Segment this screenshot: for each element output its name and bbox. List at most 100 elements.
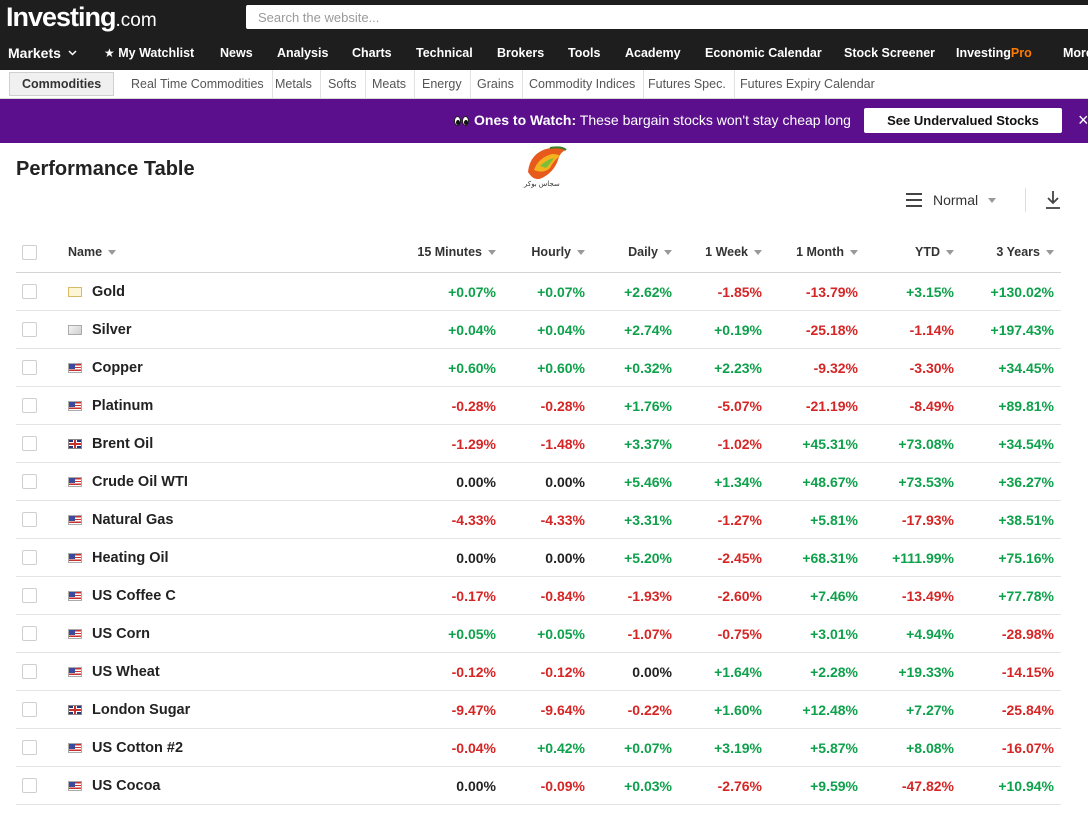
cell-ytd: -13.49% — [901, 587, 954, 604]
cell-15-minutes: +0.60% — [448, 359, 496, 376]
site-logo[interactable]: Investing.com — [6, 2, 157, 33]
row-checkbox[interactable] — [22, 436, 37, 451]
commodity-name-link[interactable]: Platinum — [92, 397, 154, 414]
nav-tools[interactable]: Tools — [568, 46, 601, 60]
commodity-name-link[interactable]: Copper — [92, 359, 143, 376]
select-all-cell — [22, 232, 42, 272]
header-1-month[interactable]: 1 Month — [762, 232, 858, 272]
commodity-name-link[interactable]: Crude Oil WTI — [92, 473, 188, 490]
header-1-week[interactable]: 1 Week — [672, 232, 762, 272]
cell-1-month: -25.18% — [805, 321, 858, 338]
nav-more[interactable]: More — [1063, 46, 1088, 60]
cell-3-years: +38.51% — [998, 511, 1054, 528]
cell-name: Heating Oil — [68, 539, 368, 576]
nav-charts[interactable]: Charts — [352, 46, 392, 60]
row-checkbox[interactable] — [22, 588, 37, 603]
header-daily[interactable]: Daily — [585, 232, 672, 272]
cell-3-years: -16.07% — [1001, 739, 1054, 756]
row-checkbox[interactable] — [22, 474, 37, 489]
subnav-commodities[interactable]: Commodities — [9, 72, 115, 96]
commodity-name-link[interactable]: US Corn — [92, 625, 150, 642]
header-15-minutes[interactable]: 15 Minutes — [396, 232, 496, 272]
caret-down-icon — [988, 197, 997, 203]
header-hourly[interactable]: Hourly — [496, 232, 585, 272]
subnav-energy[interactable]: Energy — [414, 70, 471, 98]
row-checkbox[interactable] — [22, 702, 37, 717]
table-row: Natural Gas -4.33% -4.33% +3.31% -1.27% +5.81… — [16, 501, 1061, 539]
subnav-real-time[interactable]: Real Time Commodities — [123, 70, 273, 98]
header-3y-label: 3 Years — [996, 245, 1040, 259]
nav-news[interactable]: News — [220, 46, 253, 60]
subnav-indices[interactable]: Commodity Indices — [521, 70, 645, 98]
table-row: US Wheat -0.12% -0.12% 0.00% +1.64% +2.28% +19… — [16, 653, 1061, 691]
row-checkbox[interactable] — [22, 664, 37, 679]
nav-analysis[interactable]: Analysis — [277, 46, 329, 60]
row-select-cell — [22, 691, 42, 728]
sort-icon — [1046, 249, 1054, 255]
search-input[interactable] — [246, 5, 1088, 29]
commodity-name-link[interactable]: London Sugar — [92, 701, 191, 718]
flag-icon — [68, 780, 82, 791]
download-icon[interactable] — [1043, 189, 1063, 211]
banner-lead: Ones to Watch: — [474, 112, 577, 128]
row-checkbox[interactable] — [22, 550, 37, 565]
subnav-softs[interactable]: Softs — [320, 70, 366, 98]
header-week-label: 1 Week — [705, 245, 748, 259]
flag-icon — [68, 286, 82, 297]
row-checkbox[interactable] — [22, 322, 37, 337]
subnav-metals[interactable]: Metals — [267, 70, 321, 98]
commodity-name-link[interactable]: US Cocoa — [92, 777, 161, 794]
nav-watchlist[interactable]: ★ My Watchlist — [104, 46, 194, 60]
subnav-futures-spec[interactable]: Futures Spec. — [640, 70, 735, 98]
cell-ytd: +3.15% — [906, 283, 954, 300]
nav-investing-pro[interactable]: InvestingPro — [956, 46, 1032, 60]
commodity-name-link[interactable]: Silver — [92, 321, 132, 338]
row-checkbox[interactable] — [22, 512, 37, 527]
row-checkbox[interactable] — [22, 626, 37, 641]
row-select-cell — [22, 539, 42, 576]
cell-1-month: -21.19% — [805, 397, 858, 414]
flag-icon — [68, 438, 82, 449]
header-3-years[interactable]: 3 Years — [954, 232, 1054, 272]
row-checkbox[interactable] — [22, 284, 37, 299]
nav-pro-suffix: Pro — [1010, 46, 1032, 60]
subnav-grains[interactable]: Grains — [469, 70, 523, 98]
cell-3-years: +77.78% — [998, 587, 1054, 604]
nav-brokers[interactable]: Brokers — [497, 46, 545, 60]
header-name[interactable]: Name — [68, 232, 368, 272]
commodity-name-link[interactable]: Brent Oil — [92, 435, 154, 452]
cell-1-month: +2.28% — [810, 663, 858, 680]
row-checkbox[interactable] — [22, 360, 37, 375]
commodity-name-link[interactable]: US Cotton #2 — [92, 739, 184, 756]
nav-economic-calendar[interactable]: Economic Calendar — [705, 46, 822, 60]
search-box[interactable] — [246, 5, 1088, 29]
commodity-name-link[interactable]: US Wheat — [92, 663, 160, 680]
flag-icon — [68, 666, 82, 677]
subnav-meats[interactable]: Meats — [364, 70, 416, 98]
view-select[interactable]: Normal — [906, 190, 997, 210]
nav-academy[interactable]: Academy — [625, 46, 681, 60]
row-checkbox[interactable] — [22, 398, 37, 413]
subnav-futures-expiry[interactable]: Futures Expiry Calendar — [740, 77, 875, 91]
cell-hourly: -0.28% — [540, 397, 585, 414]
banner-text: These bargain stocks won't stay cheap lo… — [576, 112, 851, 128]
cell-hourly: -1.48% — [540, 435, 585, 452]
commodity-name-link[interactable]: US Coffee C — [92, 587, 176, 604]
row-checkbox[interactable] — [22, 740, 37, 755]
header-hourly-label: Hourly — [531, 245, 571, 259]
commodity-name-link[interactable]: Natural Gas — [92, 511, 174, 528]
logo-suffix: .com — [115, 10, 157, 31]
row-checkbox[interactable] — [22, 778, 37, 793]
select-all-checkbox[interactable] — [22, 244, 37, 260]
commodity-name-link[interactable]: Gold — [92, 283, 126, 300]
nav-markets[interactable]: Markets — [8, 45, 77, 61]
nav-stock-screener[interactable]: Stock Screener — [844, 46, 936, 60]
header-ytd[interactable]: YTD — [858, 232, 954, 272]
nav-markets-label: Markets — [8, 45, 61, 61]
cell-daily: 0.00% — [632, 663, 672, 680]
cell-1-month: +68.31% — [802, 549, 858, 566]
close-icon[interactable]: × — [1078, 110, 1088, 130]
nav-technical[interactable]: Technical — [416, 46, 473, 60]
commodity-name-link[interactable]: Heating Oil — [92, 549, 169, 566]
see-undervalued-button[interactable]: See Undervalued Stocks — [864, 108, 1062, 133]
